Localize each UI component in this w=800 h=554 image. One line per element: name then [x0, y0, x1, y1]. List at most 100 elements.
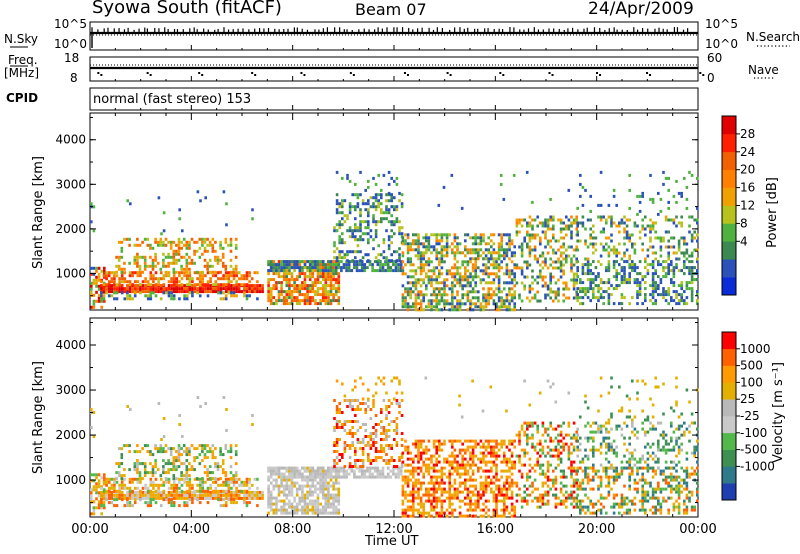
heatmap-cell	[456, 460, 459, 464]
heatmap-cell	[248, 294, 251, 298]
heatmap-cell	[495, 308, 498, 312]
heatmap-cell	[374, 229, 378, 233]
heatmap-cell	[243, 493, 246, 497]
heatmap-cell	[453, 478, 457, 482]
heatmap-cell	[499, 182, 503, 186]
heatmap-cell	[419, 481, 423, 485]
heatmap-cell	[204, 402, 207, 405]
heatmap-cell	[133, 280, 137, 284]
heatmap-cell	[232, 493, 236, 497]
heatmap-cell	[162, 283, 166, 287]
heatmap-cell	[503, 302, 506, 306]
heatmap-cell	[367, 220, 370, 224]
heatmap-cell	[406, 475, 410, 479]
heatmap-cell	[464, 275, 467, 279]
heatmap-cell	[667, 254, 670, 258]
heatmap-cell	[285, 266, 289, 270]
heatmap-cell	[329, 511, 333, 515]
heatmap-cell	[152, 291, 155, 295]
heatmap-cell	[513, 302, 516, 306]
heatmap-cell	[190, 468, 194, 472]
heatmap-cell	[290, 290, 294, 294]
heatmap-cell	[355, 266, 359, 270]
heatmap-cell	[157, 493, 160, 497]
heatmap-cell	[293, 263, 296, 267]
heatmap-cell	[141, 496, 145, 500]
heatmap-cell	[258, 284, 262, 288]
heatmap-cell	[409, 472, 412, 476]
heatmap-cell	[417, 466, 420, 470]
heatmap-cell	[409, 499, 412, 503]
heatmap-cell	[356, 229, 360, 233]
heatmap-cell	[172, 480, 176, 484]
heatmap-cell	[316, 487, 320, 491]
freq-dropout-mark	[548, 72, 551, 74]
heatmap-cell	[222, 283, 225, 287]
heatmap-cell	[136, 462, 139, 466]
heatmap-cell	[376, 472, 380, 476]
heatmap-cell	[385, 444, 388, 447]
heatmap-cell	[206, 496, 210, 500]
heatmap-cell	[479, 487, 483, 491]
heatmap-cell	[570, 278, 573, 282]
heatmap-cell	[136, 264, 139, 268]
heatmap-cell	[458, 475, 462, 479]
heatmap-cell	[295, 481, 299, 485]
heatmap-cell	[638, 293, 642, 297]
heatmap-cell	[298, 287, 302, 291]
heatmap-cell	[267, 475, 270, 479]
heatmap-cell	[515, 221, 519, 225]
heatmap-cell	[479, 451, 483, 455]
heatmap-cell	[201, 489, 205, 493]
heatmap-cell	[464, 233, 467, 237]
heatmap-cell	[363, 475, 367, 479]
heatmap-cell	[497, 248, 501, 252]
heatmap-cell	[474, 269, 477, 273]
heatmap-cell	[440, 236, 444, 240]
heatmap-cell	[490, 281, 493, 285]
heatmap-cell	[451, 242, 454, 246]
heatmap-cell	[102, 297, 106, 301]
heatmap-cell	[675, 263, 678, 267]
heatmap-cell	[427, 511, 431, 515]
heatmap-cell	[377, 244, 380, 248]
heatmap-cell	[359, 193, 362, 197]
heatmap-cell	[157, 489, 160, 493]
heatmap-cell	[180, 483, 184, 487]
heatmap-cell	[329, 272, 333, 276]
heatmap-cell	[503, 257, 506, 261]
heatmap-cell	[269, 469, 273, 473]
heatmap-cell	[371, 269, 374, 273]
heatmap-cell	[688, 254, 691, 258]
heatmap-cell	[696, 257, 699, 261]
heatmap-cell	[188, 447, 191, 451]
heatmap-cell	[371, 266, 374, 270]
heatmap-cell	[185, 465, 189, 469]
heatmap-cell	[90, 284, 93, 288]
heatmap-cell	[198, 274, 202, 278]
heatmap-cell	[651, 302, 655, 306]
heatmap-cell	[193, 290, 197, 294]
heatmap-cell	[628, 188, 631, 192]
heatmap-cell	[440, 257, 444, 261]
heatmap-cell	[175, 283, 179, 287]
heatmap-cell	[118, 496, 121, 500]
heatmap-cell	[414, 293, 418, 297]
heatmap-cell	[398, 220, 401, 224]
heatmap-cell	[690, 236, 694, 240]
heatmap-cell	[136, 459, 139, 463]
heatmap-cell	[399, 469, 403, 473]
heatmap-cell	[451, 445, 454, 449]
heatmap-cell	[664, 275, 668, 279]
heatmap-cell	[395, 205, 399, 209]
heatmap-cell	[456, 490, 459, 494]
heatmap-cell	[586, 245, 590, 249]
heatmap-cell	[505, 308, 509, 312]
heatmap-cell	[131, 480, 134, 484]
heatmap-cell	[144, 490, 147, 494]
heatmap-cell	[549, 272, 552, 276]
heatmap-cell	[615, 224, 618, 228]
heatmap-cell	[185, 477, 189, 481]
heatmap-cell	[149, 504, 153, 508]
heatmap-cell	[95, 281, 98, 285]
